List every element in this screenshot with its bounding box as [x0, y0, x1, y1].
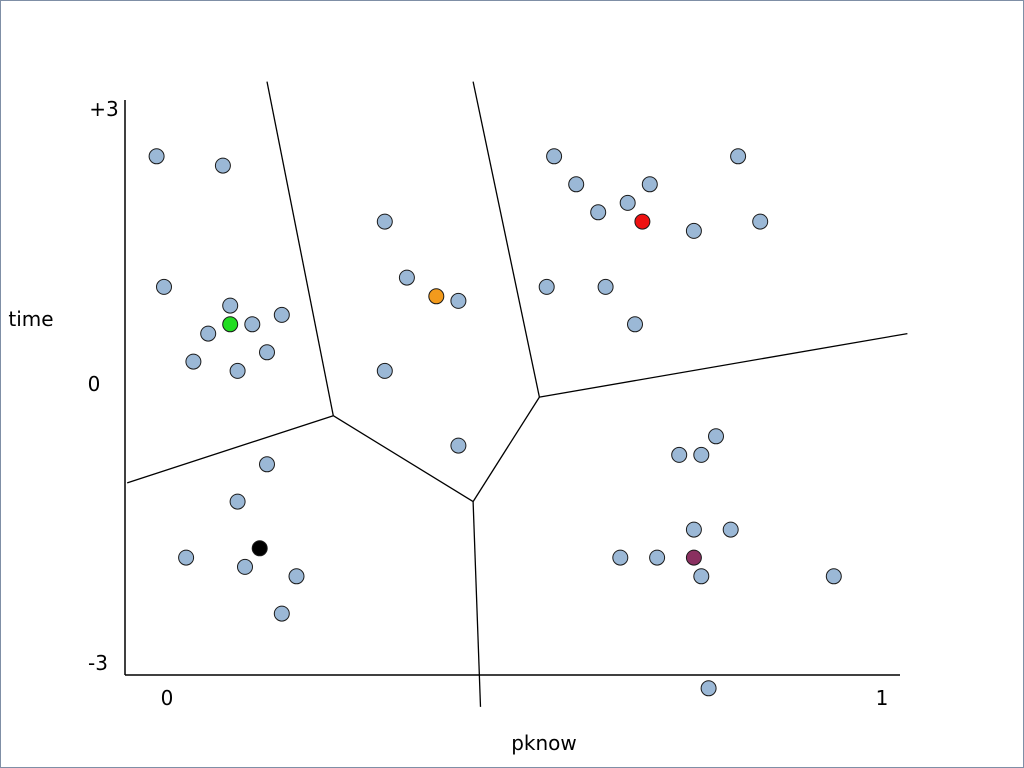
data-point-36	[722, 521, 739, 538]
data-point-10	[376, 213, 393, 230]
y-tick-label-top: +3	[89, 97, 118, 121]
data-point-31	[273, 605, 290, 622]
data-point-26	[259, 456, 275, 473]
data-point-22	[752, 213, 769, 230]
boundary-line-2	[332, 415, 474, 503]
data-point-19	[641, 176, 658, 193]
data-point-35	[685, 521, 702, 538]
boundary-line-6	[539, 332, 908, 398]
data-point-11	[398, 269, 415, 286]
data-point-24	[597, 278, 614, 295]
data-point-27	[229, 493, 246, 510]
y-tick-label-bottom: -3	[88, 651, 108, 675]
data-point-41	[700, 680, 717, 697]
x-axis-label: pknow	[511, 731, 577, 755]
x-tick-label-right: 1	[876, 686, 889, 710]
data-point-15	[546, 148, 563, 165]
data-point-17	[590, 204, 607, 221]
data-points	[148, 148, 842, 697]
data-point-20	[730, 148, 747, 165]
data-point-28	[178, 549, 195, 566]
boundary-line-5	[472, 81, 541, 398]
data-point-5	[200, 325, 217, 342]
boundary-line-4	[472, 396, 540, 502]
data-point-0	[148, 148, 165, 165]
data-point-9	[229, 362, 246, 379]
data-point-33	[671, 446, 688, 463]
data-point-4	[273, 306, 290, 323]
data-point-37	[612, 549, 629, 566]
data-point-3	[222, 297, 239, 314]
boundary-lines	[126, 81, 908, 707]
data-point-6	[244, 316, 261, 333]
data-point-38	[649, 549, 666, 566]
y-tick-label-middle: 0	[88, 372, 101, 396]
data-point-39	[693, 568, 710, 585]
data-point-14	[450, 437, 467, 454]
data-point-34	[693, 446, 710, 463]
data-point-18	[619, 194, 636, 211]
data-point-21	[685, 222, 702, 239]
data-point-29	[237, 558, 253, 575]
centroid-point-3	[251, 540, 268, 557]
data-point-13	[376, 362, 393, 379]
x-tick-label-left: 0	[161, 686, 174, 710]
data-point-12	[450, 292, 467, 309]
centroid-point-1	[428, 288, 445, 305]
centroids	[222, 213, 702, 566]
data-point-30	[288, 568, 305, 585]
data-point-16	[568, 176, 585, 193]
data-point-7	[185, 353, 202, 370]
data-point-23	[538, 278, 555, 295]
data-point-2	[156, 278, 172, 295]
boundary-line-1	[126, 415, 334, 484]
data-point-40	[825, 568, 842, 585]
y-axis-label: time	[8, 307, 53, 331]
centroid-point-2	[634, 213, 651, 230]
boundary-line-3	[472, 501, 482, 707]
centroid-point-4	[685, 549, 702, 566]
data-point-8	[259, 344, 275, 361]
data-point-25	[627, 316, 643, 333]
data-point-1	[214, 157, 231, 174]
centroid-point-0	[222, 316, 239, 333]
data-point-32	[708, 428, 724, 445]
boundary-line-0	[266, 81, 334, 416]
